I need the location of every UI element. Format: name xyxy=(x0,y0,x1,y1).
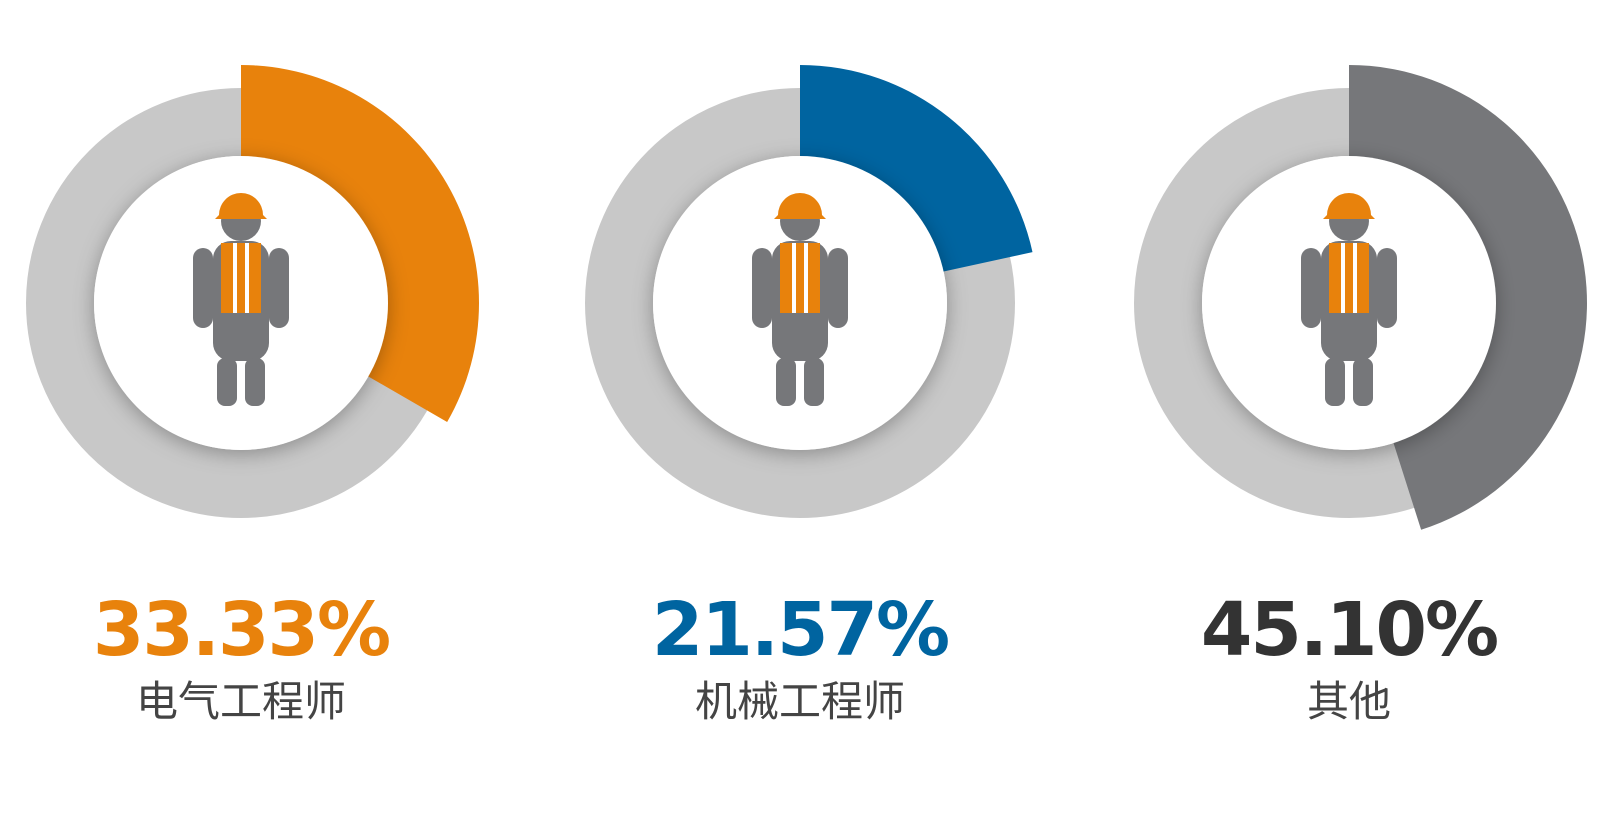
donut-arc xyxy=(1349,65,1588,530)
donut-arc xyxy=(241,65,480,422)
category-label: 电气工程师 xyxy=(136,677,346,726)
percentage-label: 45.10% xyxy=(1201,587,1497,673)
percentage-label: 33.33% xyxy=(93,587,389,673)
percentage-label: 21.57% xyxy=(652,587,948,673)
category-label: 其他 xyxy=(1307,677,1391,726)
category-label: 机械工程师 xyxy=(695,677,905,726)
donut-arc xyxy=(800,65,1033,274)
